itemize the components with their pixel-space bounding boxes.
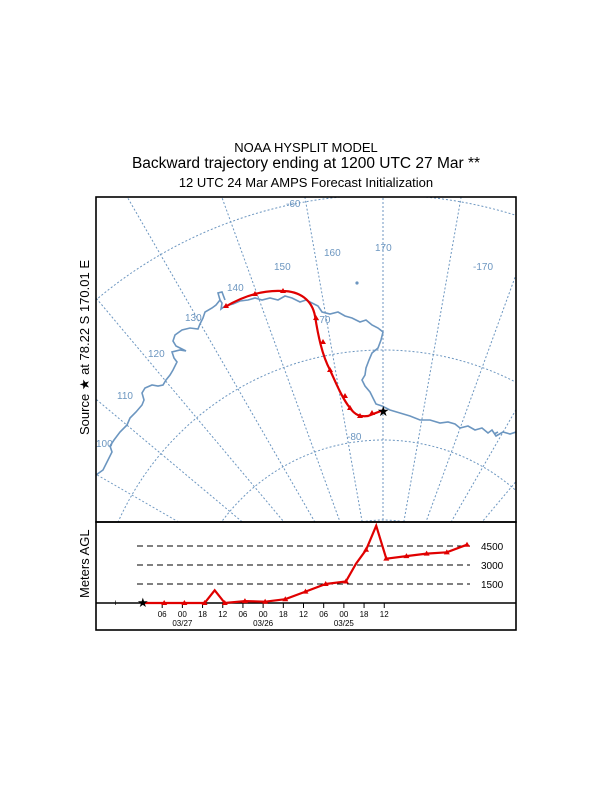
time-tick-label: 00 bbox=[178, 610, 187, 619]
model-title: NOAA HYSPLIT MODEL bbox=[234, 140, 378, 155]
height-marker bbox=[161, 600, 168, 605]
date-label: 03/25 bbox=[334, 619, 355, 628]
height-marker bbox=[342, 578, 349, 584]
lat-label-60: -60 bbox=[286, 199, 301, 210]
meridian-line bbox=[0, 366, 383, 640]
meridian-line bbox=[221, 197, 341, 522]
time-tick-label: 12 bbox=[380, 610, 389, 619]
meridian-line bbox=[96, 398, 244, 522]
trajectory-marker bbox=[313, 315, 319, 320]
lon-label-130: 130 bbox=[185, 313, 202, 324]
lon-label-110: 110 bbox=[117, 391, 133, 402]
island bbox=[355, 281, 359, 285]
lon-label-120: 120 bbox=[148, 349, 165, 360]
meridian-line bbox=[425, 273, 516, 522]
lon-label-150: 150 bbox=[274, 262, 291, 273]
lon-label-minus170: -170 bbox=[473, 262, 493, 273]
lon-label-160: 160 bbox=[324, 248, 341, 259]
height-marker bbox=[262, 598, 269, 604]
trajectory-title: Backward trajectory ending at 1200 UTC 2… bbox=[131, 155, 481, 172]
latitude-circle bbox=[0, 30, 612, 792]
latitude-grid bbox=[0, 30, 612, 792]
coastline-bay bbox=[217, 291, 226, 301]
date-label: 03/26 bbox=[253, 619, 274, 628]
trajectory-markers bbox=[223, 288, 375, 418]
time-tick-label: 00 bbox=[259, 610, 268, 619]
lon-label-100: 100 bbox=[96, 439, 113, 450]
height-marker bbox=[383, 555, 390, 561]
height-marker bbox=[221, 600, 228, 605]
lat-label-70: -70 bbox=[316, 315, 331, 326]
time-tick-label: 00 bbox=[339, 610, 348, 619]
height-marker bbox=[423, 550, 430, 556]
longitude-grid bbox=[0, 197, 612, 640]
trajectory-path bbox=[224, 289, 385, 418]
lat-label-80: -80 bbox=[347, 432, 362, 443]
time-tick-label: 06 bbox=[319, 610, 328, 619]
meridian-line bbox=[96, 473, 180, 522]
trajectory-marker bbox=[252, 291, 258, 296]
time-tick-label: 12 bbox=[218, 610, 227, 619]
baseline-plus-icon: + bbox=[113, 598, 118, 608]
reference-level-label: 3000 bbox=[481, 561, 504, 572]
height-markers bbox=[161, 541, 470, 605]
time-axis: 06 00 18 12 06 00 18 12 06 00 18 12 03/27 03/26 03/25 bbox=[158, 603, 389, 628]
trajectory-marker bbox=[223, 303, 229, 308]
reference-lines: 4500 3000 1500 bbox=[137, 542, 504, 591]
trajectory-marker bbox=[347, 405, 353, 410]
latitude-circle bbox=[96, 197, 516, 301]
trajectory-marker bbox=[342, 393, 348, 398]
height-marker bbox=[302, 588, 309, 594]
height-series-line bbox=[144, 522, 468, 605]
meridian-line bbox=[383, 366, 612, 640]
height-marker bbox=[201, 600, 208, 605]
reference-level-label: 4500 bbox=[481, 542, 504, 553]
trajectory-marker bbox=[280, 288, 286, 293]
height-marker bbox=[464, 541, 470, 547]
meridian-line bbox=[96, 297, 285, 522]
time-tick-label: 06 bbox=[158, 610, 167, 619]
meridian-line bbox=[304, 197, 363, 522]
reference-level-label: 1500 bbox=[481, 580, 504, 591]
meridian-line bbox=[126, 197, 316, 522]
coastline-islet bbox=[493, 431, 499, 435]
time-tick-label: 18 bbox=[198, 610, 207, 619]
date-label: 03/27 bbox=[172, 619, 193, 628]
source-star-icon: ★ bbox=[377, 403, 390, 419]
height-marker bbox=[241, 598, 248, 604]
time-tick-label: 18 bbox=[279, 610, 288, 619]
lon-label-140: 140 bbox=[227, 283, 244, 294]
height-marker bbox=[403, 553, 410, 559]
height-marker bbox=[181, 600, 188, 605]
height-panel: 4500 3000 1500 06 00 18 12 06 00 18 12 06 00 18 12 03/… bbox=[95, 521, 517, 631]
height-marker bbox=[443, 549, 450, 555]
height-marker bbox=[363, 546, 370, 552]
height-frame bbox=[95, 521, 517, 631]
initialization-subtitle: 12 UTC 24 Mar AMPS Forecast Initializati… bbox=[178, 175, 434, 190]
height-marker bbox=[322, 581, 329, 586]
trajectory-marker bbox=[327, 367, 333, 372]
time-tick-label: 18 bbox=[360, 610, 369, 619]
height-marker bbox=[282, 596, 289, 602]
time-tick-label: 06 bbox=[238, 610, 247, 619]
lon-label-170: 170 bbox=[375, 243, 392, 254]
start-star-icon: ★ bbox=[137, 595, 149, 610]
time-tick-label: 12 bbox=[299, 610, 308, 619]
trajectory-marker bbox=[320, 339, 326, 344]
latitude-circle bbox=[358, 519, 408, 522]
meridian-line bbox=[403, 197, 462, 522]
coastline bbox=[96, 295, 516, 476]
trajectory-marker bbox=[369, 410, 375, 415]
trajectory-marker bbox=[357, 413, 363, 418]
